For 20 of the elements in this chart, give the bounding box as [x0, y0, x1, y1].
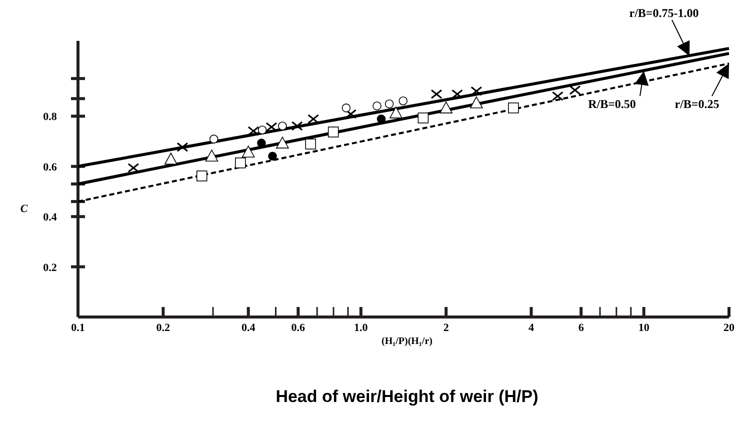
y-tick-label: 0.8 [43, 111, 58, 124]
y-axis-title: C [20, 203, 28, 215]
x-tick-label: 1.0 [354, 322, 368, 334]
x-axis-title: (H₁/P)(H₁/r) [382, 336, 432, 347]
x-tick-label: 4 [528, 322, 534, 334]
x-tick-label: 10 [638, 322, 650, 334]
annotation: r/B=0.25 [674, 97, 720, 111]
annotation: r/B=0.75-1.00 [629, 6, 699, 20]
x-tick-label: 20 [724, 322, 735, 334]
x-tick-label: 0.4 [241, 322, 256, 334]
x-tick-label: 0.1 [71, 322, 85, 334]
x-tick-label: 6 [578, 322, 584, 334]
y-tick-label: 0.2 [43, 262, 58, 274]
x-tick-label: 0.6 [291, 322, 306, 334]
text: Head of weir/Height of weir (H/P) [276, 387, 538, 406]
annotation: R/B=0.50 [588, 97, 636, 111]
x-tick-label: 2 [443, 322, 450, 334]
y-tick-label: 0.4 [43, 212, 58, 224]
x-tick-label: 0.2 [156, 322, 171, 334]
y-tick-label: 0.6 [43, 161, 58, 174]
